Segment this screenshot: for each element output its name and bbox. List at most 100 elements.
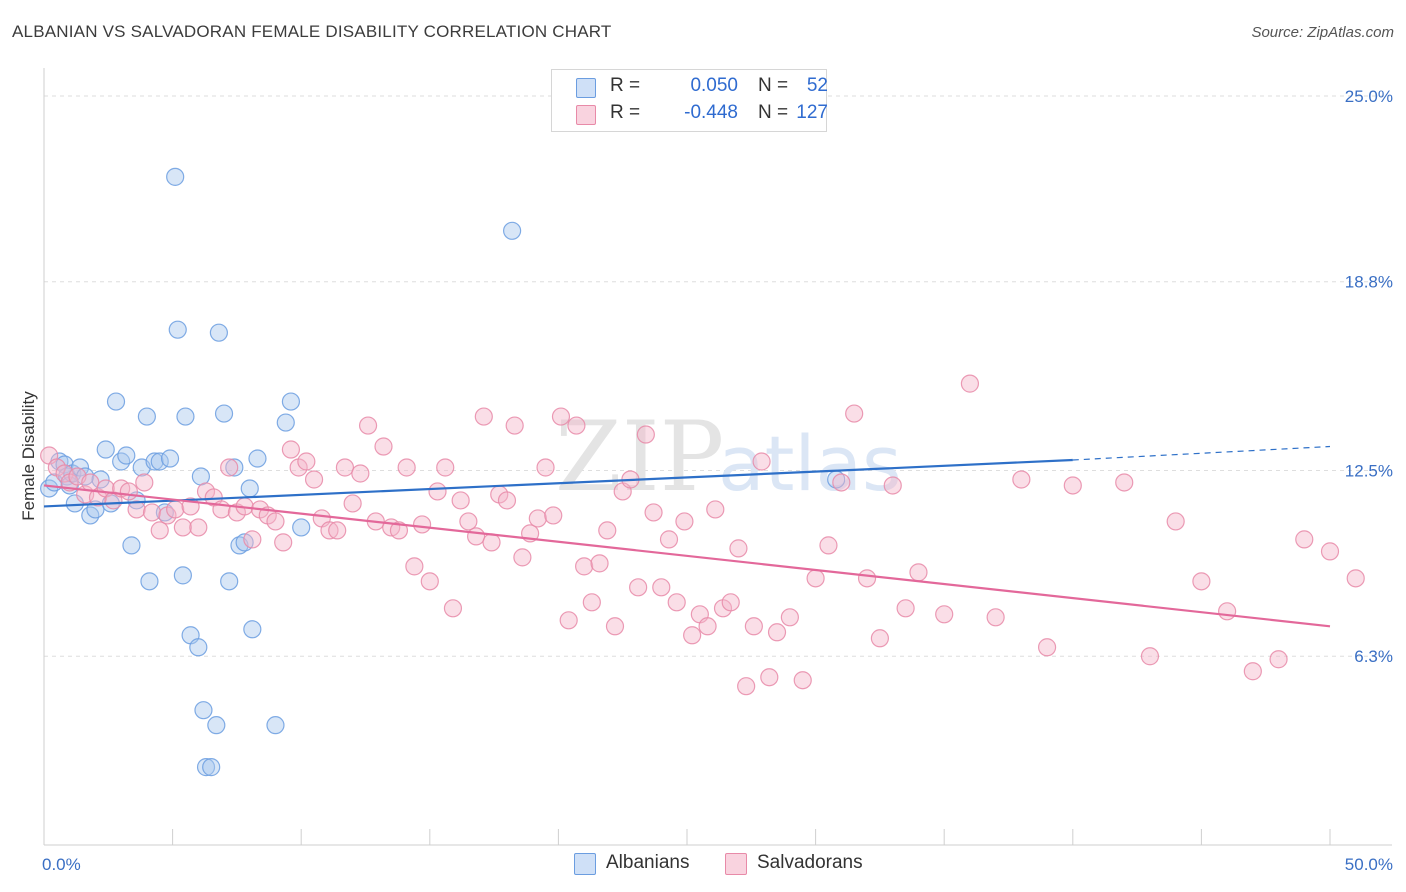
salvadoran-point bbox=[304, 470, 324, 489]
x-tick-labels: 0.0% 50.0% bbox=[42, 855, 1393, 874]
albanian-point bbox=[145, 452, 164, 471]
salvadoran-point bbox=[297, 452, 316, 471]
salvadoran-point bbox=[343, 494, 362, 513]
albanian-point bbox=[112, 452, 131, 471]
salvadoran-point bbox=[845, 404, 864, 423]
albanian-point bbox=[40, 479, 59, 498]
salvadoran-point bbox=[1140, 647, 1160, 666]
albanian-point bbox=[196, 758, 216, 777]
salvadoran-point bbox=[1218, 602, 1237, 621]
salvadoran-point bbox=[896, 599, 915, 618]
salvadoran-point bbox=[351, 464, 370, 483]
salvadoran-point bbox=[767, 623, 787, 642]
salvadoran-point bbox=[698, 617, 717, 636]
salvadoran-point bbox=[729, 539, 748, 558]
salvadoran-point bbox=[675, 512, 694, 531]
salvadoran-point bbox=[870, 629, 890, 648]
salvadoran-point bbox=[986, 608, 1005, 627]
salvadoran-point bbox=[274, 533, 293, 552]
salvadoran-point bbox=[744, 617, 763, 636]
salvadoran-point bbox=[451, 491, 470, 510]
salvadoran-point bbox=[189, 518, 208, 537]
albanian-point bbox=[292, 518, 311, 537]
y-tick-label: 18.8% bbox=[1345, 273, 1393, 292]
legend-swatch-salvadorans bbox=[576, 105, 596, 125]
salvadoran-point bbox=[605, 617, 625, 636]
salvadoran-point bbox=[513, 548, 532, 567]
bottom-legend-swatch-albanians bbox=[574, 853, 596, 875]
albanian-point bbox=[503, 221, 522, 240]
salvadoran-point bbox=[135, 473, 154, 492]
salvadoran-point bbox=[528, 509, 547, 528]
albanian-point bbox=[106, 392, 126, 411]
salvadoran-point bbox=[397, 458, 416, 477]
salvadoran-point bbox=[420, 572, 439, 591]
salvadoran-point bbox=[497, 491, 517, 510]
salvadoran-point bbox=[1166, 512, 1185, 531]
albanian-point bbox=[155, 503, 174, 522]
legend-n-value: 127 bbox=[796, 102, 828, 123]
salvadoran-point bbox=[443, 599, 463, 618]
albanian-point bbox=[176, 407, 195, 426]
legend-swatch-albanians bbox=[576, 78, 596, 98]
salvadoran-point bbox=[335, 458, 355, 477]
salvadoran-point bbox=[1320, 542, 1340, 561]
salvadoran-point bbox=[1295, 530, 1314, 549]
salvadoran-point bbox=[737, 677, 756, 696]
albanian-point bbox=[281, 392, 301, 411]
salvadoran-point bbox=[760, 668, 779, 687]
bottom-legend-label: Albanians bbox=[606, 852, 690, 873]
chart-title: ALBANIAN VS SALVADORAN FEMALE DISABILITY… bbox=[12, 22, 612, 41]
salvadoran-point bbox=[536, 458, 555, 477]
albanian-point bbox=[137, 407, 156, 426]
gridlines bbox=[44, 95, 1390, 657]
legend: R = 0.050 N = 52 R = -0.448 N = 127 bbox=[551, 69, 828, 132]
salvadoran-point bbox=[127, 500, 146, 519]
salvadoran-point bbox=[629, 578, 648, 597]
albanian-point bbox=[189, 638, 208, 657]
albanian-point bbox=[91, 470, 110, 489]
source-label: Source: ZipAtlas.com bbox=[1251, 24, 1394, 41]
salvadoran-point bbox=[832, 473, 851, 492]
salvadoran-point bbox=[1346, 569, 1365, 588]
salvadoran-point bbox=[960, 374, 980, 393]
albanian-point bbox=[117, 446, 136, 465]
albanian-point bbox=[214, 404, 234, 423]
albanians-trend-line bbox=[43, 458, 1073, 508]
salvadoran-point bbox=[1115, 473, 1134, 492]
salvadoran-point bbox=[173, 518, 192, 537]
salvadoran-point bbox=[428, 482, 447, 501]
albanian-point bbox=[140, 572, 159, 591]
salvadoran-point bbox=[119, 482, 138, 501]
salvadoran-point bbox=[857, 569, 877, 588]
salvadoran-point bbox=[142, 503, 162, 522]
y-tick-labels: 6.3% 12.5% 18.8% 25.0% bbox=[1345, 87, 1393, 666]
salvadoran-point bbox=[909, 563, 928, 582]
salvadoran-point bbox=[389, 521, 409, 540]
salvadoran-point bbox=[220, 458, 239, 477]
albanian-point bbox=[166, 167, 185, 186]
legend-r-label: R = bbox=[610, 75, 641, 96]
albanian-point bbox=[122, 536, 141, 555]
salvadorans-points bbox=[40, 374, 1365, 696]
salvadoran-point bbox=[328, 521, 347, 540]
salvadoran-point bbox=[374, 437, 393, 456]
salvadorans-trend-line bbox=[43, 484, 1331, 628]
bottom-legend-swatch-salvadorans bbox=[725, 853, 747, 875]
albanian-point bbox=[81, 506, 100, 525]
salvadoran-point bbox=[721, 593, 740, 612]
salvadoran-point bbox=[683, 626, 702, 645]
salvadoran-point bbox=[1192, 572, 1211, 591]
salvadoran-point bbox=[819, 536, 838, 555]
salvadoran-point bbox=[883, 476, 902, 495]
albanian-point bbox=[96, 440, 115, 459]
salvadoran-point bbox=[590, 554, 609, 573]
albanian-point bbox=[173, 566, 192, 585]
salvadoran-point bbox=[575, 557, 594, 576]
salvadoran-point bbox=[544, 506, 563, 525]
axes bbox=[43, 68, 1392, 846]
legend-n-value: 52 bbox=[806, 75, 828, 96]
salvadoran-point bbox=[482, 533, 501, 552]
watermark: ZIP atlas bbox=[555, 401, 902, 513]
